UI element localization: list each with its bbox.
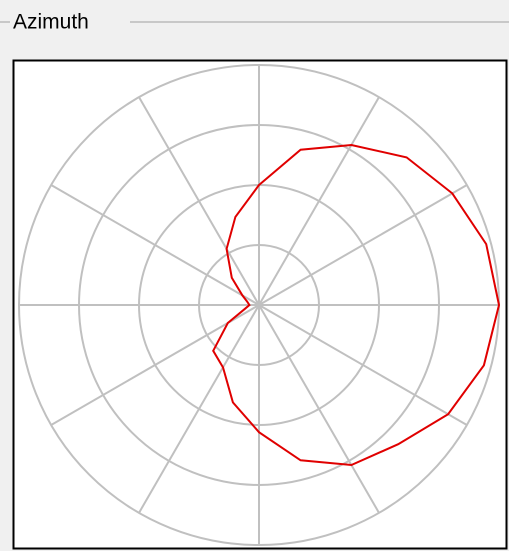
grid-circle [198, 244, 320, 366]
group-title: Azimuth [13, 11, 89, 34]
polar-plot [18, 64, 501, 546]
grid-circle [78, 124, 440, 486]
pattern-line [212, 143, 501, 467]
